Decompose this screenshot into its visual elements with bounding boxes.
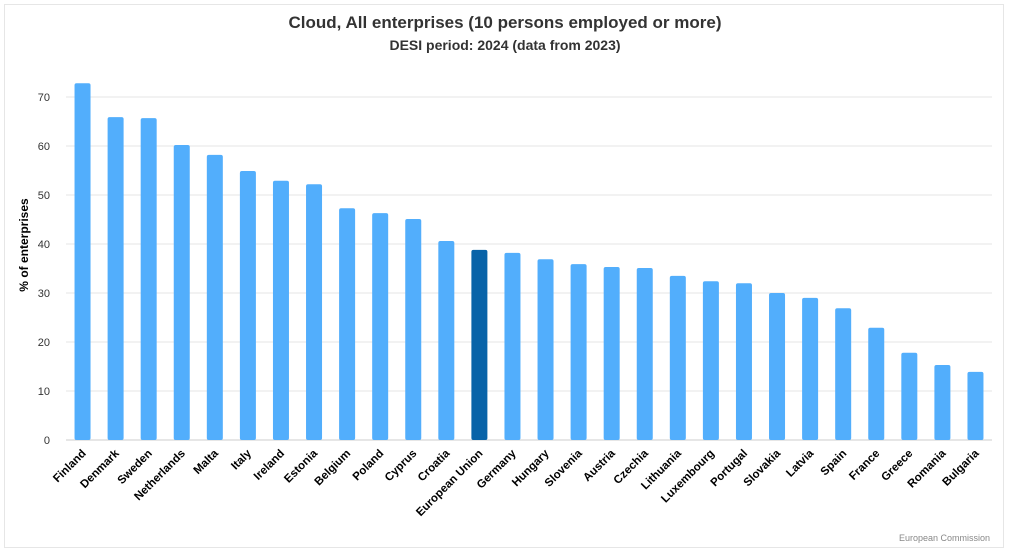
chart-title: Cloud, All enterprises (10 persons emplo…	[289, 13, 722, 32]
bar-slovakia[interactable]	[769, 293, 786, 440]
y-tick-label: 20	[38, 337, 50, 349]
x-tick-label: Slovakia	[742, 447, 784, 489]
bar-lithuania[interactable]	[669, 275, 686, 440]
y-tick-label: 0	[44, 435, 50, 447]
bar-netherlands[interactable]	[173, 145, 190, 440]
y-tick-label: 60	[38, 141, 50, 153]
bar-ireland[interactable]	[272, 180, 289, 441]
y-tick-label: 10	[38, 386, 50, 398]
x-tick-label: Spain	[819, 448, 850, 479]
bar-cyprus[interactable]	[405, 219, 422, 440]
bar-slovenia[interactable]	[570, 264, 587, 440]
x-tick-label: Slovenia	[543, 447, 585, 489]
bar-luxembourg[interactable]	[702, 281, 719, 440]
bar-romania[interactable]	[934, 365, 951, 440]
y-tick-label: 40	[38, 239, 50, 251]
x-tick-label: Belgium	[313, 448, 354, 489]
chart-subtitle: DESI period: 2024 (data from 2023)	[389, 37, 620, 53]
x-tick-label: Bulgaria	[941, 447, 982, 488]
x-tick-label: Poland	[351, 448, 387, 484]
bar-latvia[interactable]	[802, 297, 819, 440]
bar-hungary[interactable]	[537, 259, 554, 440]
bar-denmark[interactable]	[107, 117, 124, 440]
bar-malta[interactable]	[206, 154, 223, 440]
bar-spain[interactable]	[835, 308, 852, 440]
bar-bulgaria[interactable]	[967, 371, 984, 440]
x-tick-label: Latvia	[784, 447, 816, 479]
bar-belgium[interactable]	[339, 208, 356, 440]
bar-czechia[interactable]	[636, 268, 653, 440]
bar-finland[interactable]	[74, 83, 91, 440]
x-tick-label: Cyprus	[383, 448, 420, 485]
bar-germany[interactable]	[504, 252, 521, 440]
bar-france[interactable]	[868, 327, 885, 440]
bar-greece[interactable]	[901, 352, 918, 440]
bar-austria[interactable]	[603, 267, 620, 440]
y-axis-label: % of enterprises	[17, 198, 31, 292]
bar-poland[interactable]	[372, 213, 389, 440]
chart-frame	[4, 4, 1004, 548]
bar-italy[interactable]	[239, 170, 256, 441]
x-tick-label: Italy	[229, 447, 254, 472]
y-tick-label: 70	[38, 92, 50, 104]
bar-portugal[interactable]	[735, 283, 752, 440]
x-tick-label: France	[847, 448, 882, 483]
credit: European Commission	[899, 533, 990, 543]
y-tick-label: 50	[38, 190, 50, 202]
bar-croatia[interactable]	[438, 241, 455, 440]
y-tick-label: 30	[38, 288, 50, 300]
bar-estonia[interactable]	[306, 184, 323, 440]
x-tick-label: Malta	[192, 447, 222, 477]
bar-sweden[interactable]	[140, 118, 157, 440]
bar-european-union[interactable]	[471, 249, 488, 440]
